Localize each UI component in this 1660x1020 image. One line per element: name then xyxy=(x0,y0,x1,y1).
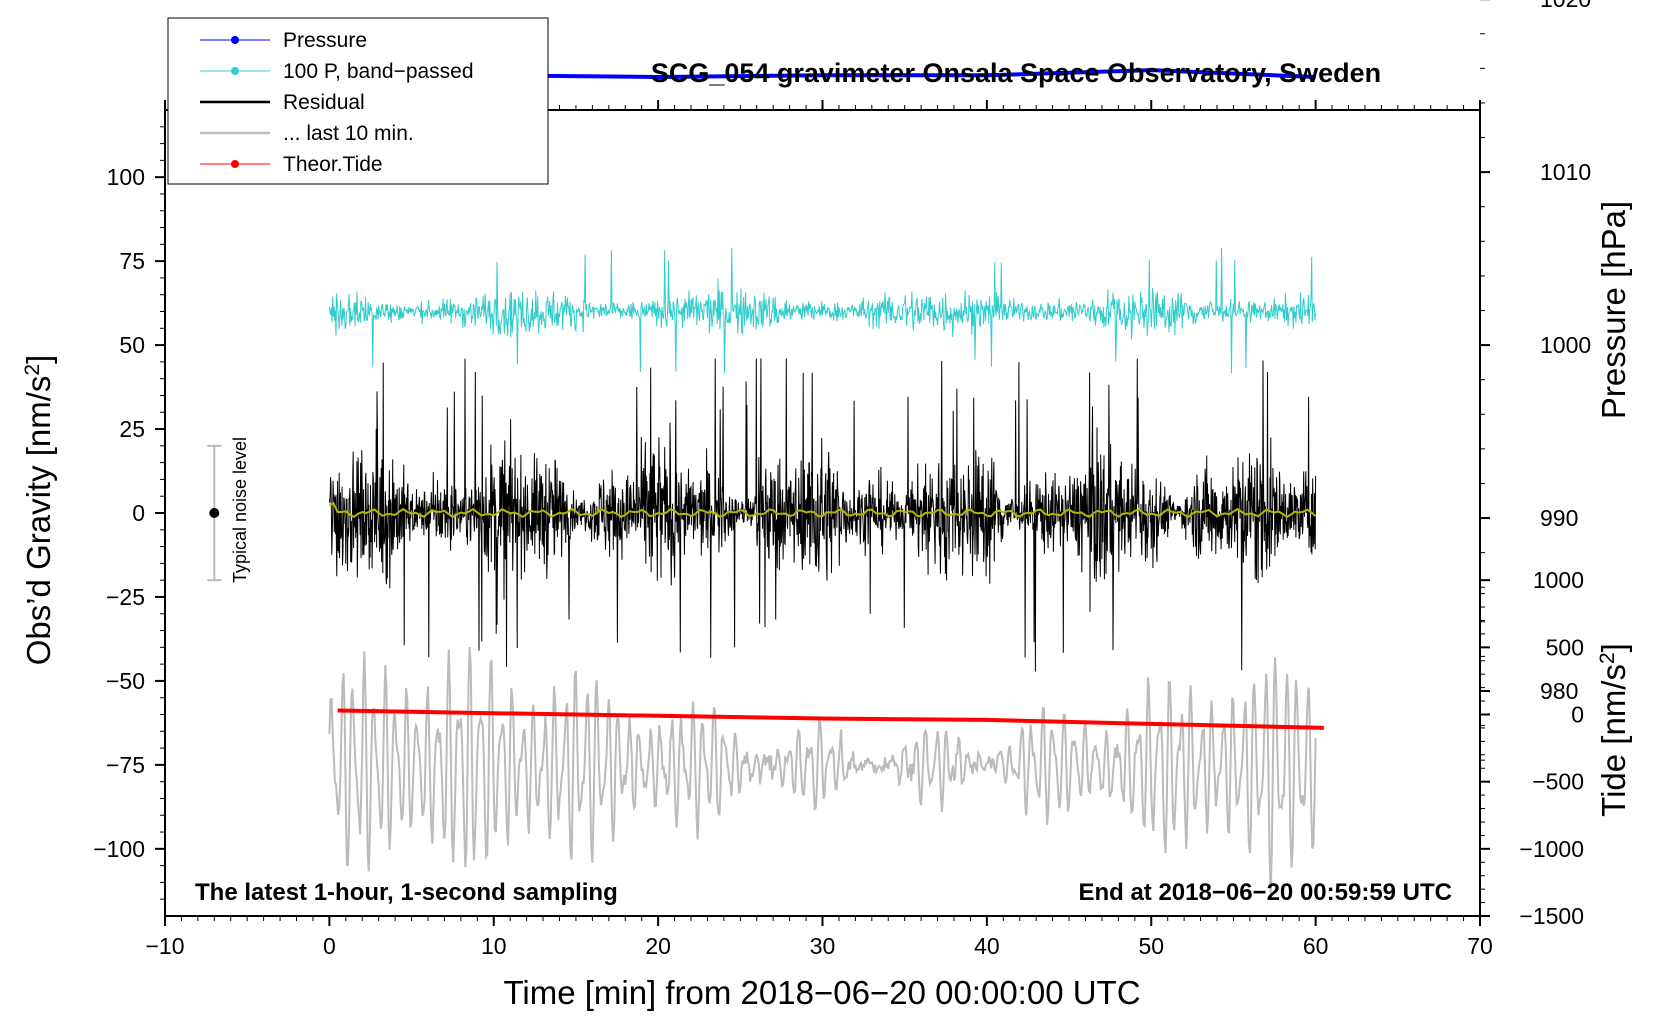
legend-label: Pressure xyxy=(283,29,367,52)
legend-label: ... last 10 min. xyxy=(283,122,414,145)
legend-label: 100 P, band−passed xyxy=(283,60,474,83)
x-tick-label: 50 xyxy=(1138,933,1164,959)
y-axis-tide-title-sup: 2 xyxy=(1596,652,1619,664)
y-left-tick-label: 75 xyxy=(119,248,145,274)
x-tick-label: 0 xyxy=(323,933,336,959)
legend-label: Theor.Tide xyxy=(283,153,383,176)
legend-label: Residual xyxy=(283,91,365,114)
y-axis-left-title-sup: 2 xyxy=(21,364,44,376)
x-tick-label: 40 xyxy=(974,933,1000,959)
y-pressure-tick-label: 1010 xyxy=(1540,159,1591,185)
x-tick-label: 60 xyxy=(1303,933,1329,959)
y-axis-left-title-tail: ] xyxy=(20,355,57,364)
y-left-tick-label: 100 xyxy=(107,164,145,190)
typical-noise-label: Typical noise level xyxy=(230,437,250,583)
y-left-tick-label: −50 xyxy=(106,668,145,694)
y-left-tick-label: −75 xyxy=(106,752,145,778)
chart-title: SCG_054 gravimeter Onsala Space Observat… xyxy=(651,58,1381,88)
y-tide-tick-label: 1000 xyxy=(1533,567,1584,593)
legend-marker xyxy=(231,36,239,44)
x-tick-label: 20 xyxy=(645,933,671,959)
y-axis-pressure-title: Pressure [hPa] xyxy=(1595,201,1632,419)
x-tick-label: 30 xyxy=(810,933,836,959)
y-tide-tick-label: 0 xyxy=(1571,702,1584,728)
x-axis-title: Time [min] from 2018−06−20 00:00:00 UTC xyxy=(503,974,1140,1011)
x-tick-label: 70 xyxy=(1467,933,1493,959)
legend-marker xyxy=(231,160,239,168)
series-100p-band-passed xyxy=(328,247,1317,374)
y-tide-tick-label: 500 xyxy=(1546,634,1584,660)
y-axis-left-title: Obs’d Gravity [nm/s2] xyxy=(20,355,57,666)
y-pressure-tick-label: 1000 xyxy=(1540,332,1591,358)
annotation-end-time: End at 2018−06−20 00:59:59 UTC xyxy=(1078,879,1452,906)
noise-bar-dot xyxy=(209,508,220,518)
y-axis-left-title-main: Obs’d Gravity [nm/s xyxy=(20,376,57,666)
legend-marker xyxy=(231,67,239,75)
y-left-tick-label: −25 xyxy=(106,584,145,610)
y-axis-tide-title-tail: ] xyxy=(1595,643,1632,652)
y-left-tick-label: 50 xyxy=(119,332,145,358)
annotation-sampling: The latest 1‑hour, 1‑second sampling xyxy=(195,879,618,906)
y-left-tick-label: 25 xyxy=(119,416,145,442)
axes-layer: −10 0 10 20 30 40 50 60 701007550250−25−50−75−10… xyxy=(93,0,1591,959)
legend: Pressure 100 P, band−passed Residual ... la… xyxy=(167,17,549,185)
y-tide-tick-label: −1500 xyxy=(1519,903,1584,929)
x-tick-label: −10 xyxy=(145,933,184,959)
y-tide-tick-label: −500 xyxy=(1532,769,1584,795)
series-theor-tide xyxy=(337,708,1324,730)
y-tide-tick-label: −1000 xyxy=(1519,836,1584,862)
x-tick-label: 10 xyxy=(481,933,507,959)
series-residual xyxy=(328,358,1317,672)
y-axis-tide-title: Tide [nm/s2] xyxy=(1595,643,1632,817)
series-last-10-min xyxy=(328,647,1317,893)
y-pressure-tick-label: 990 xyxy=(1540,505,1578,531)
series-residual-smoothed xyxy=(328,501,1317,519)
y-pressure-tick-label: 980 xyxy=(1540,678,1578,704)
y-left-tick-label: 0 xyxy=(132,500,145,526)
y-left-tick-label: −100 xyxy=(93,836,145,862)
typical-noise-bar xyxy=(207,444,222,582)
y-axis-tide-title-main: Tide [nm/s xyxy=(1595,664,1632,817)
series-layer xyxy=(328,68,1324,893)
